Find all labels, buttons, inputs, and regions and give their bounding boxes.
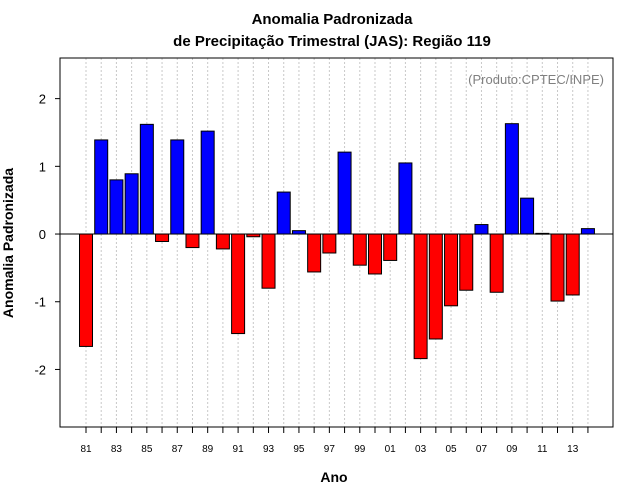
bar-1981 <box>79 233 93 347</box>
y-axis-title: Anomalia Padronizada <box>0 168 16 318</box>
bar-2000 <box>367 233 382 275</box>
x-tick-label: 89 <box>202 444 214 455</box>
x-tick-label: 01 <box>385 444 397 455</box>
bar-2007 <box>474 224 489 235</box>
bar-1993 <box>261 233 276 289</box>
chart-subtitle: de Precipitação Trimestral (JAS): Região… <box>173 33 491 50</box>
y-tick-label: 0 <box>39 227 46 242</box>
bar-1996 <box>307 233 322 273</box>
bar-2006 <box>459 233 474 291</box>
chart-title: Anomalia Padronizada <box>252 11 414 28</box>
x-tick-label: 03 <box>415 444 427 455</box>
x-tick-label: 97 <box>324 444 336 455</box>
credit-label: (Produto:CPTEC/INPE) <box>468 72 604 87</box>
y-tick-label: -1 <box>34 295 46 310</box>
x-tick-label: 91 <box>233 444 245 455</box>
x-tick-label: 13 <box>567 444 579 455</box>
bar-1990 <box>215 233 230 250</box>
bar-2011 <box>535 232 550 235</box>
x-tick-label: 85 <box>141 444 153 455</box>
x-tick-label: 95 <box>293 444 305 455</box>
bar-1983 <box>109 179 124 235</box>
bar-2010 <box>520 197 535 235</box>
plot-frame <box>59 57 614 428</box>
bar-1991 <box>231 233 246 335</box>
x-tick-label: 99 <box>354 444 366 455</box>
y-tick-label: 1 <box>39 159 46 174</box>
bar-2003 <box>413 233 428 360</box>
bar-1988 <box>185 233 200 249</box>
bar-1999 <box>352 233 367 266</box>
x-axis: 81 83 85 87 89 91 93 95 97 99 01 03 05 07 09 11 13 <box>80 427 589 455</box>
bar-2002 <box>398 162 413 235</box>
x-tick-label: 05 <box>445 444 457 455</box>
bar-2013 <box>565 233 580 296</box>
bar-2004 <box>428 233 443 340</box>
bar-1992 <box>246 233 261 238</box>
x-tick-label: 87 <box>172 444 184 455</box>
bar-1982 <box>94 139 109 235</box>
bar-1986 <box>155 233 170 242</box>
bar-1987 <box>170 139 185 235</box>
bar-2012 <box>550 233 565 302</box>
x-tick-label: 09 <box>506 444 518 455</box>
bar-1989 <box>200 130 215 235</box>
bar-2008 <box>489 233 504 293</box>
x-tick-label: 11 <box>537 444 548 455</box>
bar-1995 <box>291 230 306 235</box>
x-tick-label: 93 <box>263 444 275 455</box>
bar-1994 <box>276 191 291 235</box>
bar-1985 <box>139 123 154 235</box>
bar-1984 <box>124 173 139 235</box>
x-tick-label: 83 <box>111 444 123 455</box>
bar-2001 <box>383 233 398 261</box>
bar-2014 <box>580 228 595 235</box>
x-axis-title: Ano <box>320 469 347 485</box>
grid-lines <box>85 58 589 427</box>
x-tick-label: 07 <box>476 444 488 455</box>
bar-1998 <box>337 151 352 235</box>
y-tick-label: 2 <box>39 92 46 107</box>
y-tick-label: -2 <box>34 362 46 377</box>
bar-1997 <box>322 233 337 254</box>
x-tick-label: 81 <box>80 444 92 455</box>
y-axis: -2 -1 0 1 2 <box>34 92 60 377</box>
bar-2009 <box>504 123 519 235</box>
bars <box>79 123 595 360</box>
bar-2005 <box>444 233 459 307</box>
